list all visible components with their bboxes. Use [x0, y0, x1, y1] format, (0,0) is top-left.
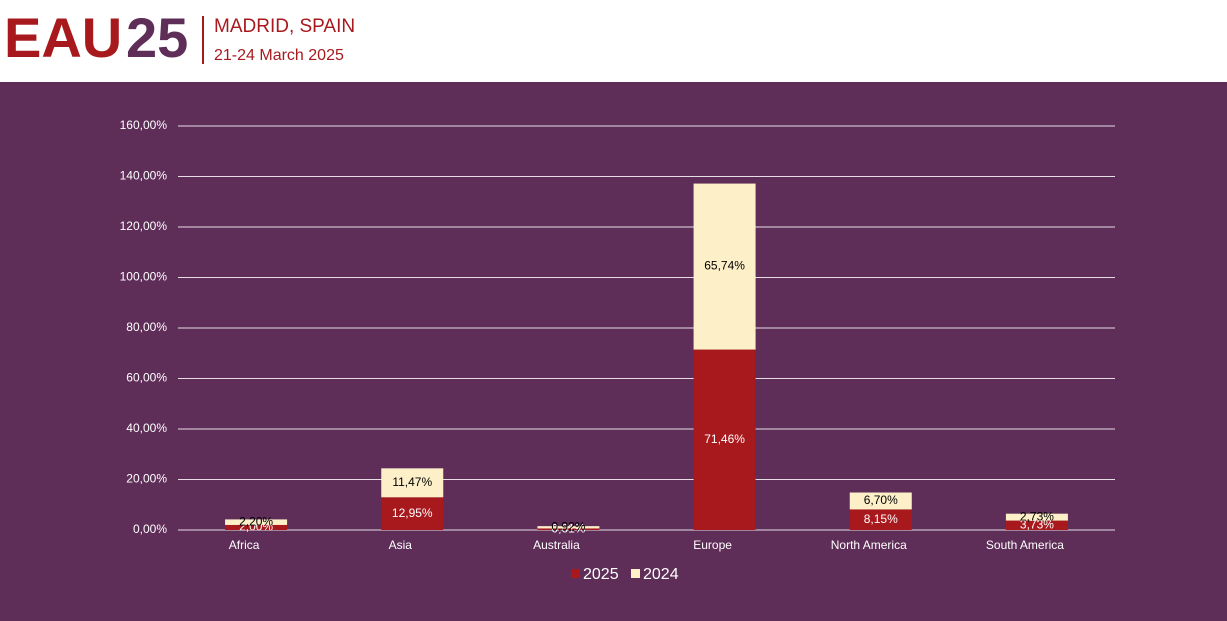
bar-segment [693, 349, 756, 530]
bar-segment [381, 497, 444, 530]
x-tick-label: Asia [389, 538, 413, 552]
y-tick-label: 40,00% [126, 421, 167, 435]
bar-segment [1005, 513, 1068, 521]
location: MADRID, SPAIN [214, 16, 355, 37]
x-tick-label: North America [831, 538, 907, 552]
value-label: 71,46% [704, 432, 745, 446]
value-label: 12,95% [392, 506, 433, 520]
y-tick-label: 20,00% [126, 472, 167, 486]
legend-label: 2025 [583, 566, 619, 583]
value-label: 11,47% [392, 475, 432, 489]
legend-swatch [631, 569, 640, 578]
y-tick-label: 140,00% [120, 169, 168, 183]
y-tick-label: 160,00% [120, 118, 168, 132]
bar-segment [537, 526, 600, 529]
bar-segment [1005, 520, 1068, 530]
legend-label: 2024 [643, 566, 679, 583]
value-label: 2,73% [1020, 509, 1054, 523]
y-tick-label: 0,00% [133, 522, 167, 536]
x-tick-label: Australia [533, 538, 580, 552]
dates: 21-24 March 2025 [214, 47, 344, 64]
y-tick-label: 60,00% [126, 371, 167, 385]
value-label: 3,73% [1020, 517, 1054, 531]
bar-segment [693, 183, 756, 350]
header-bg [0, 0, 1227, 82]
bar-segment [849, 492, 912, 510]
value-label: 2,20% [239, 514, 273, 528]
x-tick-label: South America [986, 538, 1064, 552]
y-tick-label: 120,00% [120, 219, 168, 233]
value-label: 0,92% [551, 519, 585, 533]
y-tick-label: 100,00% [120, 270, 168, 284]
chart-bg [0, 82, 1227, 621]
value-label: 6,70% [864, 493, 898, 507]
bar-segment [537, 528, 600, 530]
y-tick-label: 80,00% [126, 320, 167, 334]
bar-segment [225, 524, 288, 530]
bar-segment [381, 468, 444, 498]
legend-swatch [571, 569, 580, 578]
logo-number: 25 [126, 6, 188, 69]
value-label: 8,15% [864, 512, 898, 526]
bar-segment [225, 519, 288, 525]
bar-segment [849, 509, 912, 530]
value-label: 65,74% [704, 259, 745, 273]
x-tick-label: Africa [229, 538, 260, 552]
x-tick-label: Europe [693, 538, 732, 552]
logo-letters: EAU [4, 6, 122, 69]
